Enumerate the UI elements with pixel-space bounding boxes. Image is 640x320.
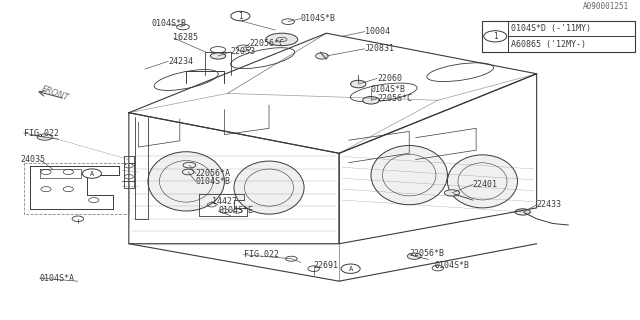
Text: 1: 1 xyxy=(238,12,243,20)
Circle shape xyxy=(83,169,101,178)
Text: FRONT: FRONT xyxy=(40,84,70,102)
Text: 10004: 10004 xyxy=(365,27,390,36)
Ellipse shape xyxy=(371,146,447,205)
Ellipse shape xyxy=(316,53,328,59)
Text: 0104S*B: 0104S*B xyxy=(371,85,406,94)
Text: 22053: 22053 xyxy=(231,47,256,56)
Text: 22056*C: 22056*C xyxy=(250,39,285,48)
Text: 22060: 22060 xyxy=(378,74,403,83)
Text: 0104S*B: 0104S*B xyxy=(196,177,231,186)
Text: 0104S*B: 0104S*B xyxy=(435,261,470,270)
Text: 24234: 24234 xyxy=(168,57,193,66)
Text: 22056*B: 22056*B xyxy=(409,249,444,258)
Bar xyxy=(24,163,129,214)
Text: 22056*A: 22056*A xyxy=(196,169,231,178)
Ellipse shape xyxy=(515,209,531,215)
Text: 0104S*B: 0104S*B xyxy=(151,19,186,28)
Text: 14427: 14427 xyxy=(212,197,237,206)
Text: 22691: 22691 xyxy=(314,261,339,270)
Text: 0104S*A: 0104S*A xyxy=(40,274,75,283)
Ellipse shape xyxy=(211,53,226,59)
Text: 0104S*E: 0104S*E xyxy=(218,206,253,215)
Ellipse shape xyxy=(363,97,380,104)
Text: A: A xyxy=(348,266,353,272)
Ellipse shape xyxy=(444,190,460,196)
Ellipse shape xyxy=(234,161,304,214)
Ellipse shape xyxy=(407,253,421,259)
Text: 1: 1 xyxy=(493,32,497,41)
Circle shape xyxy=(231,12,250,21)
Text: 22433: 22433 xyxy=(537,200,562,209)
Text: A: A xyxy=(90,171,94,177)
Text: FIG.022: FIG.022 xyxy=(24,129,59,138)
Text: A090001251: A090001251 xyxy=(583,2,629,12)
Ellipse shape xyxy=(266,33,298,46)
Text: A60865 ('12MY-): A60865 ('12MY-) xyxy=(511,40,586,49)
Ellipse shape xyxy=(37,134,52,140)
Text: 22056*C: 22056*C xyxy=(378,94,412,103)
Ellipse shape xyxy=(148,152,225,211)
Text: 0104S*D (-'11MY): 0104S*D (-'11MY) xyxy=(511,24,591,33)
Text: 22401: 22401 xyxy=(473,180,498,189)
Bar xyxy=(483,21,636,52)
Text: J20831: J20831 xyxy=(365,44,395,53)
Circle shape xyxy=(341,264,360,273)
Text: 0104S*B: 0104S*B xyxy=(301,14,336,23)
Text: 24035: 24035 xyxy=(20,155,45,164)
Text: 16285: 16285 xyxy=(173,33,198,42)
Ellipse shape xyxy=(447,155,518,208)
Ellipse shape xyxy=(351,80,366,88)
Text: FIG.022: FIG.022 xyxy=(244,250,278,259)
Circle shape xyxy=(484,31,507,42)
